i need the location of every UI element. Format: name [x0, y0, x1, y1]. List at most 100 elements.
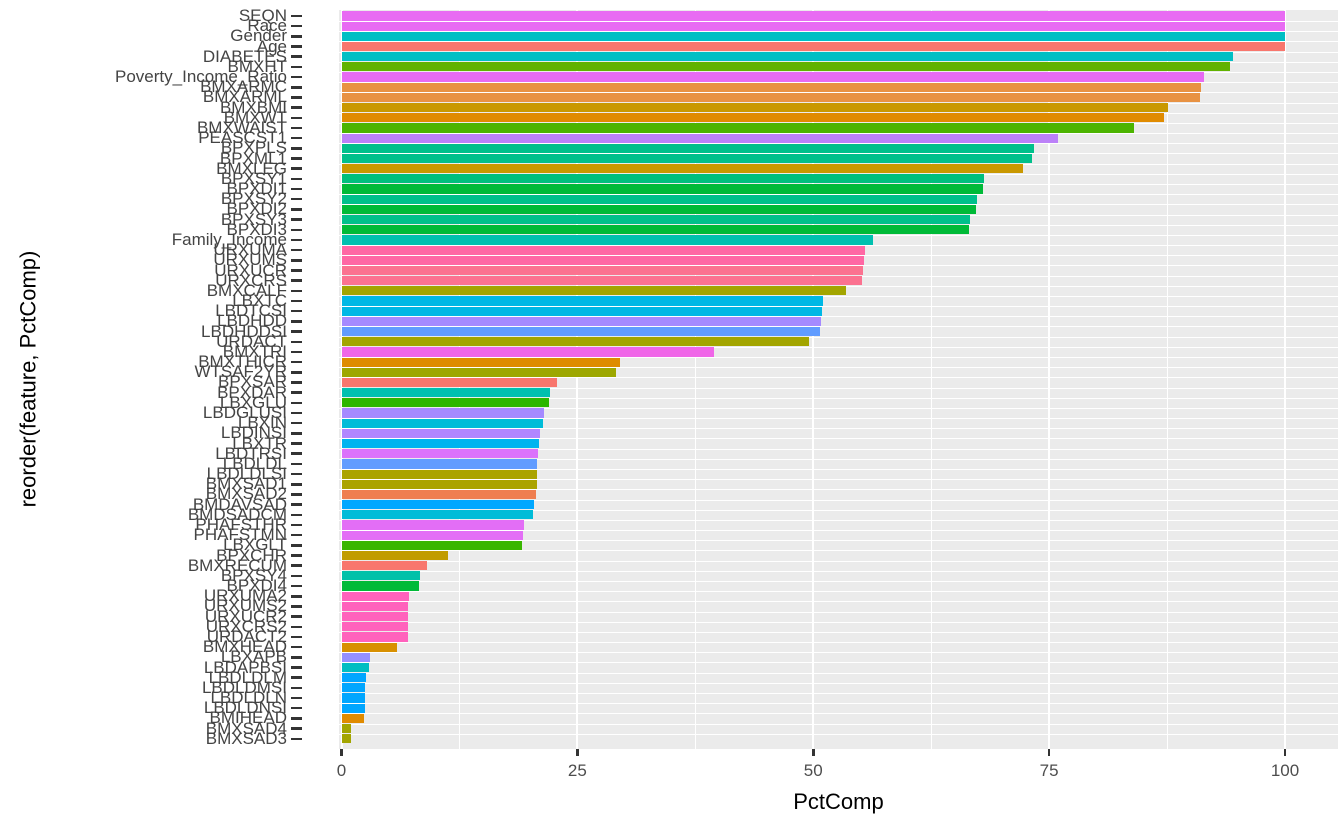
bar-Family_Income	[341, 235, 873, 245]
bar-URXUMS	[341, 255, 865, 265]
x-tick-label-75: 75	[1039, 761, 1059, 780]
gridline-horizontal	[339, 469, 1338, 470]
y-axis-label-LBXTC: LBXTC	[232, 291, 287, 311]
y-axis-label-LBDLDLN: LBDLDLN	[210, 688, 287, 708]
y-tick-mark	[291, 136, 302, 140]
bar-BPXSAR	[341, 377, 557, 388]
bar-LBDTRSI	[341, 449, 538, 459]
y-axis-label-BMDAVSAD: BMDAVSAD	[192, 494, 287, 514]
y-axis-label-BPXPLS: BPXPLS	[220, 138, 287, 158]
bar-BMXARMC	[341, 82, 1202, 92]
y-axis-label-URXCRS: URXCRS	[215, 270, 287, 290]
gridline-horizontal	[339, 642, 1338, 644]
y-axis-label-LBDLDL: LBDLDL	[222, 453, 287, 473]
bar-URXUMA2	[341, 591, 410, 601]
y-axis-label-BMXCALF: BMXCALF	[206, 280, 287, 300]
bar-LBDHDD	[341, 316, 821, 326]
y-tick-mark	[291, 574, 302, 578]
y-axis-label-URXUMA2: URXUMA2	[203, 586, 287, 606]
bar-LBDINSI	[341, 428, 540, 438]
gridline-horizontal	[339, 407, 1338, 409]
bar-LBXAPB	[341, 652, 370, 662]
gridline-horizontal	[339, 682, 1338, 684]
gridline-horizontal	[339, 560, 1338, 562]
y-tick-mark	[291, 625, 302, 629]
y-tick-mark	[291, 401, 302, 405]
y-axis-label-URDACT: URDACT	[216, 331, 287, 351]
y-axis-label-BPXDI4: BPXDI4	[226, 576, 287, 596]
gridline-horizontal	[339, 357, 1338, 359]
x-tick-label-100: 100	[1270, 761, 1300, 780]
y-axis-label-BMXTRI: BMXTRI	[222, 341, 287, 361]
y-axis-label-BMXARML: BMXARML	[202, 87, 287, 107]
y-tick-mark	[291, 208, 302, 211]
bar-BPXSY3	[341, 215, 970, 225]
gridline-horizontal	[339, 316, 1338, 318]
y-tick-mark	[291, 65, 302, 69]
bar-BPXDI4	[341, 581, 419, 591]
y-tick-mark	[291, 340, 302, 343]
gridline-horizontal	[339, 489, 1338, 491]
y-axis-label-PHAFSTMN: PHAFSTMN	[193, 525, 288, 545]
y-tick-mark	[291, 554, 302, 557]
bar-LBXTR	[341, 438, 539, 449]
bar-LBDHDDSI	[341, 326, 820, 337]
gridline-horizontal	[339, 458, 1338, 460]
bar-URDACT	[341, 337, 809, 347]
bar-BPXDI1	[341, 184, 984, 194]
x-axis-title: PctComp	[793, 789, 884, 814]
y-tick-mark	[291, 248, 302, 252]
bar-Gender	[341, 31, 1285, 41]
y-tick-mark	[291, 45, 302, 48]
bar-LBDLDNSI	[341, 703, 366, 713]
bar-BMXSAD2	[341, 489, 536, 500]
gridline-horizontal	[339, 499, 1338, 501]
y-axis-label-BPXSY2: BPXSY2	[220, 189, 287, 209]
gridline-horizontal	[339, 479, 1338, 481]
y-axis-label-BMXHEAD: BMXHEAD	[202, 637, 287, 657]
bar-BPXPLS	[341, 143, 1035, 153]
y-axis-label-BPXSY4: BPXSY4	[220, 565, 287, 585]
y-tick-mark	[291, 483, 302, 486]
y-tick-mark	[291, 656, 302, 659]
bar-URXUMS2	[341, 601, 409, 612]
gridline-horizontal	[339, 346, 1338, 348]
y-tick-mark	[291, 177, 302, 181]
gridline-horizontal	[339, 295, 1338, 297]
y-tick-mark	[291, 513, 302, 517]
y-axis-label-LBDLDMSI: LBDLDMSI	[201, 677, 287, 697]
y-axis-label-URXUMA: URXUMA	[213, 240, 287, 260]
y-axis-label-BMXWT: BMXWT	[223, 107, 287, 127]
y-tick-mark	[291, 86, 302, 89]
gridline-horizontal	[339, 733, 1338, 735]
gridline-horizontal	[339, 336, 1338, 338]
y-tick-mark	[291, 106, 302, 109]
gridline-horizontal	[339, 387, 1338, 389]
gridline-horizontal	[339, 418, 1338, 420]
bar-LBXGLT	[341, 540, 522, 550]
y-tick-mark	[291, 533, 302, 537]
bar-BMXARML	[341, 92, 1201, 103]
gridline-horizontal	[339, 530, 1338, 532]
bar-URXCRS2	[341, 622, 409, 632]
y-tick-mark	[291, 238, 302, 242]
gridline-horizontal	[339, 550, 1338, 552]
y-tick-mark	[291, 564, 302, 567]
bar-Poverty_Income_Ratio	[341, 72, 1204, 82]
bar-URXUCR	[341, 265, 864, 276]
y-axis-label-LBXTR: LBXTR	[232, 433, 287, 453]
y-axis-label-BPXDI3: BPXDI3	[226, 219, 287, 239]
bar-WTSAF2YR	[341, 367, 617, 377]
y-tick-mark	[291, 645, 302, 649]
y-axis-label-LBXIN: LBXIN	[237, 413, 287, 433]
y-tick-mark	[291, 666, 302, 669]
gridline-horizontal	[339, 611, 1338, 613]
bar-Race	[341, 21, 1285, 31]
bar-LBDAPBSI	[341, 662, 369, 673]
y-tick-mark	[291, 289, 302, 293]
y-axis-label-URXCRS2: URXCRS2	[205, 616, 287, 636]
bar-BPXDI2	[341, 204, 977, 214]
y-tick-mark	[291, 55, 302, 58]
y-axis-label-BMXARMC: BMXARMC	[200, 77, 287, 97]
